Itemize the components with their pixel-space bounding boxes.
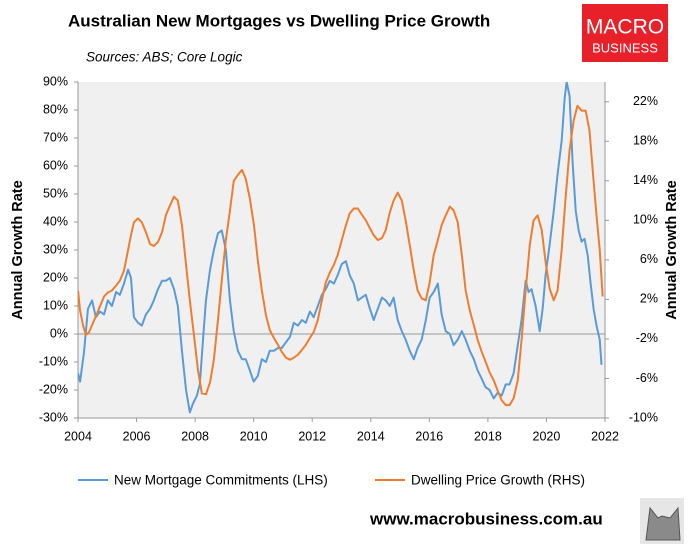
logo-top: MACRO [586,16,664,39]
x-tick-label: 2006 [123,429,151,443]
legend-label: Dwelling Price Growth (RHS) [411,473,585,488]
y-tick-label: 50% [43,186,68,200]
wolf-icon [640,498,684,544]
y-tick-label: 60% [43,158,68,172]
y2-tick-label: 2% [640,292,658,306]
x-tick-label: 2016 [415,429,443,443]
y-tick-label: 40% [43,214,68,228]
x-tick-label: 2004 [64,429,92,443]
y-tick-label: 30% [43,242,68,256]
y-axis-label: Annual Growth Rate [10,180,26,319]
plot-lines [78,82,604,414]
y2-tick-label: -6% [636,371,658,385]
chart-subtitle: Sources: ABS; Core Logic [86,50,243,65]
website: www.macrobusiness.com.au [369,509,603,528]
plot-area [78,82,605,418]
y-tick-label: 10% [43,298,68,312]
icon-shape [645,506,681,541]
y-tick-label: -20% [39,382,68,396]
logo-bottom: BUSINESS [592,40,658,55]
y-tick-label: 90% [43,74,68,88]
x-tick-label: 2010 [240,429,268,443]
series-line [78,82,603,414]
y2-axis-label: Annual Growth Rate [664,180,680,319]
legend-label: New Mortgage Commitments (LHS) [114,473,328,488]
y2-tick-label: 22% [633,94,658,108]
logo: MACRO BUSINESS [582,4,668,62]
logo-box [582,4,668,62]
y-tick-label: 70% [43,130,68,144]
x-tick-label: 2022 [591,429,619,443]
x-tick-label: 2018 [474,429,502,443]
x-tick-label: 2008 [181,429,209,443]
x-tick-label: 2012 [298,429,326,443]
y2-tick-label: 6% [640,252,658,266]
y2-tick-label: -10% [629,410,658,424]
y-tick-label: 20% [43,270,68,284]
y2-tick-label: 14% [633,173,658,187]
y-tick-label: 80% [43,102,68,116]
y2-tick-label: 10% [633,213,658,227]
series-line [78,104,604,407]
x-tick-label: 2014 [357,429,385,443]
x-tick-label: 2020 [533,429,561,443]
chart-title: Australian New Mortgages vs Dwelling Pri… [68,11,490,30]
y2-tick-label: -2% [636,331,658,345]
y-tick-label: 0% [50,326,68,340]
y-tick-label: -10% [39,354,68,368]
y2-tick-label: 18% [633,134,658,148]
y-tick-label: -30% [39,410,68,424]
